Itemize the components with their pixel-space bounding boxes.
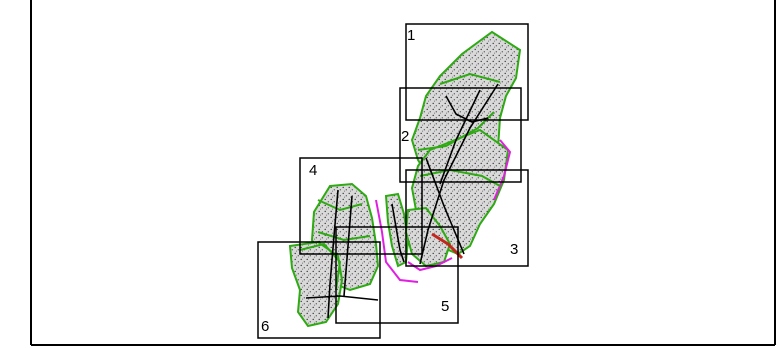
tile-1-label: 1 bbox=[407, 27, 415, 44]
tile-3-frame bbox=[405, 169, 529, 267]
tile-5-frame bbox=[335, 226, 459, 324]
tile-grid bbox=[257, 23, 529, 339]
tile-6-frame bbox=[257, 241, 381, 339]
green-line-3 bbox=[419, 168, 501, 187]
tile-5-label: 5 bbox=[441, 298, 449, 315]
green-line-1 bbox=[439, 72, 501, 85]
tile-6-label: 6 bbox=[261, 318, 269, 335]
magenta-boundary-east bbox=[493, 139, 512, 201]
road-7 bbox=[391, 203, 405, 263]
road-4 bbox=[327, 189, 339, 319]
green-line-6 bbox=[317, 231, 371, 242]
road-5 bbox=[343, 195, 353, 297]
tile-3-label: 3 bbox=[510, 241, 518, 258]
green-internal-lines bbox=[299, 72, 501, 291]
tile-2-frame bbox=[399, 87, 522, 183]
road-1 bbox=[419, 83, 499, 265]
road-6 bbox=[305, 295, 379, 301]
tile-1-frame bbox=[405, 23, 529, 121]
green-line-4 bbox=[317, 199, 363, 212]
tile-4-label: 4 bbox=[309, 162, 317, 179]
tile-2-label: 2 bbox=[401, 128, 409, 145]
magenta-boundary-center bbox=[375, 199, 419, 283]
tile-4-frame bbox=[299, 157, 423, 255]
